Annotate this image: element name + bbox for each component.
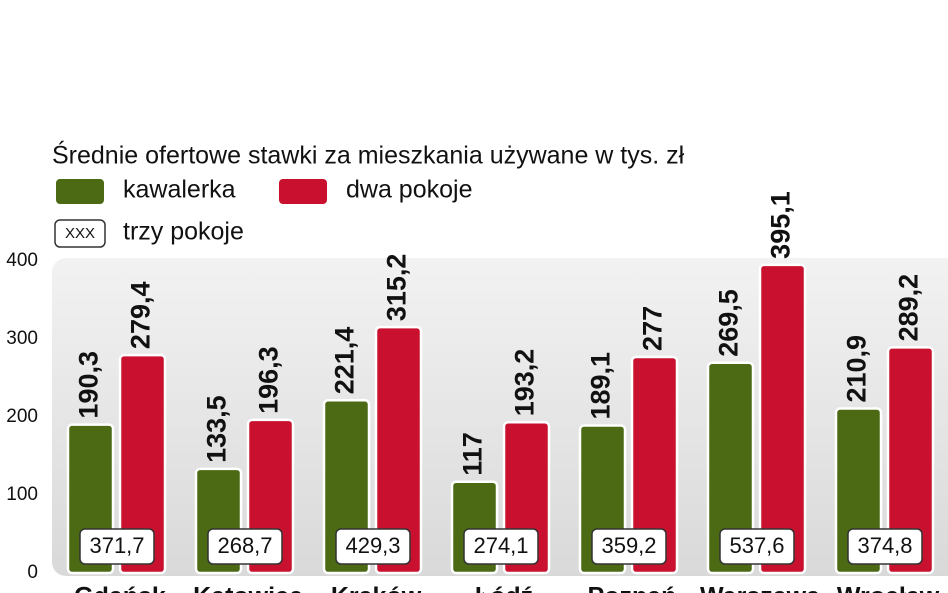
legend-label: dwa pokoje xyxy=(346,176,472,204)
bar xyxy=(374,325,423,575)
value-label: 189,1 xyxy=(586,352,616,420)
bar xyxy=(118,353,167,575)
value-box-label: 374,8 xyxy=(857,533,912,558)
value-box-label: 371,7 xyxy=(89,533,144,558)
value-box-label: 537,6 xyxy=(729,533,784,558)
bar xyxy=(758,263,807,575)
y-tick-label: 100 xyxy=(6,484,38,505)
legend-swatch xyxy=(277,177,329,206)
value-box xyxy=(79,528,155,565)
y-tick-label: 0 xyxy=(27,562,38,583)
legend-label: trzy pokoje xyxy=(123,218,244,246)
value-label: 190,3 xyxy=(74,351,104,419)
value-box xyxy=(847,528,923,565)
value-label: 117 xyxy=(458,432,488,476)
value-label: 269,5 xyxy=(714,289,744,357)
value-label: 315,2 xyxy=(382,254,412,322)
y-tick-label: 300 xyxy=(6,328,38,349)
value-box xyxy=(719,528,795,565)
chart-title: Średnie ofertowe stawki za mieszkania uż… xyxy=(52,140,685,170)
legend-label: kawalerka xyxy=(123,176,236,204)
legend: kawalerka dwa pokoje XXX trzy pokoje xyxy=(54,176,472,248)
x-tick-label: Warszawa xyxy=(700,583,821,593)
bar xyxy=(886,346,935,575)
y-tick-label: 200 xyxy=(6,406,38,427)
value-box xyxy=(591,528,667,565)
value-box xyxy=(207,528,283,565)
value-box xyxy=(335,528,411,565)
value-label: 289,2 xyxy=(894,274,924,342)
value-label: 133,5 xyxy=(202,395,232,463)
legend-swatch xyxy=(54,219,106,248)
legend-symbol: XXX xyxy=(65,225,95,242)
value-box-label: 359,2 xyxy=(601,533,656,558)
x-tick-label: Wrocław xyxy=(837,583,940,593)
value-box xyxy=(463,528,539,565)
y-tick-label: 400 xyxy=(6,250,38,271)
x-tick-label: Gdańsk xyxy=(74,583,166,593)
value-label: 196,3 xyxy=(254,346,284,414)
bar xyxy=(630,355,679,575)
legend-swatch xyxy=(54,177,106,206)
value-label: 210,9 xyxy=(842,335,872,403)
x-tick-label: Kraków xyxy=(331,583,422,593)
value-label: 395,1 xyxy=(766,191,796,259)
value-label: 221,4 xyxy=(330,327,360,395)
value-box-label: 274,1 xyxy=(473,533,528,558)
value-label: 193,2 xyxy=(510,349,540,417)
value-box-label: 268,7 xyxy=(217,533,272,558)
x-tick-label: Łódź xyxy=(475,583,533,593)
x-tick-label: Poznań xyxy=(588,583,677,593)
value-label: 279,4 xyxy=(126,281,156,349)
value-label: 277 xyxy=(638,306,668,351)
bar xyxy=(706,361,755,575)
x-tick-label: Katowice xyxy=(193,583,303,593)
value-box-label: 429,3 xyxy=(345,533,400,558)
